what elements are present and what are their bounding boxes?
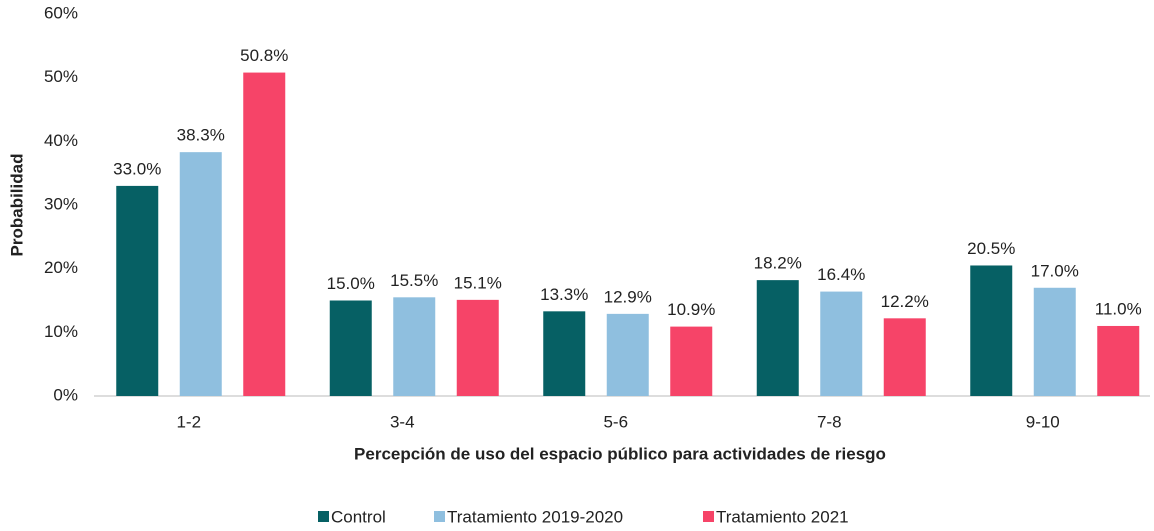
y-tick-label: 20%: [44, 258, 78, 277]
data-label: 33.0%: [113, 159, 161, 178]
legend-swatch: [434, 511, 445, 522]
data-label: 15.5%: [390, 271, 438, 290]
bar: [329, 300, 372, 396]
bar: [456, 299, 499, 396]
data-label: 15.0%: [327, 274, 375, 293]
y-tick-label: 30%: [44, 194, 78, 213]
bar: [1097, 325, 1140, 396]
data-label: 13.3%: [540, 285, 588, 304]
data-label: 10.9%: [667, 300, 715, 319]
y-tick-label: 60%: [44, 3, 78, 22]
data-label: 17.0%: [1031, 261, 1079, 280]
x-tick-label: 1-2: [176, 412, 201, 431]
bar: [393, 297, 436, 396]
bar: [243, 72, 286, 396]
x-axis-title: Percepción de uso del espacio público pa…: [354, 444, 886, 463]
legend-swatch: [703, 511, 714, 522]
bar: [970, 265, 1013, 396]
y-tick-label: 10%: [44, 322, 78, 341]
bar: [606, 313, 649, 396]
y-tick-label: 40%: [44, 131, 78, 150]
x-tick-label: 9-10: [1026, 412, 1060, 431]
data-label: 12.2%: [881, 292, 929, 311]
x-tick-label: 5-6: [603, 412, 628, 431]
bar: [820, 291, 863, 396]
legend-label: Tratamiento 2021: [716, 507, 849, 526]
legend-label: Tratamiento 2019-2020: [447, 507, 623, 526]
data-label: 50.8%: [240, 46, 288, 65]
bar: [543, 311, 586, 396]
bar: [179, 152, 222, 396]
legend-swatch: [318, 511, 329, 522]
x-tick-label: 3-4: [390, 412, 415, 431]
bar: [1033, 287, 1076, 396]
data-label: 11.0%: [1095, 299, 1142, 318]
data-label: 38.3%: [177, 126, 225, 145]
x-tick-label: 7-8: [817, 412, 842, 431]
bar: [883, 318, 926, 396]
y-axis-title: Probabilidad: [7, 154, 26, 257]
data-label: 18.2%: [754, 254, 802, 273]
data-label: 15.1%: [454, 273, 502, 292]
bar: [756, 280, 799, 396]
y-tick-label: 50%: [44, 67, 78, 86]
data-label: 16.4%: [817, 265, 865, 284]
legend-label: Control: [331, 507, 386, 526]
bar: [116, 185, 159, 396]
data-label: 12.9%: [604, 287, 652, 306]
y-tick-label: 0%: [53, 385, 78, 404]
bar: [670, 326, 713, 396]
data-label: 20.5%: [967, 239, 1015, 258]
